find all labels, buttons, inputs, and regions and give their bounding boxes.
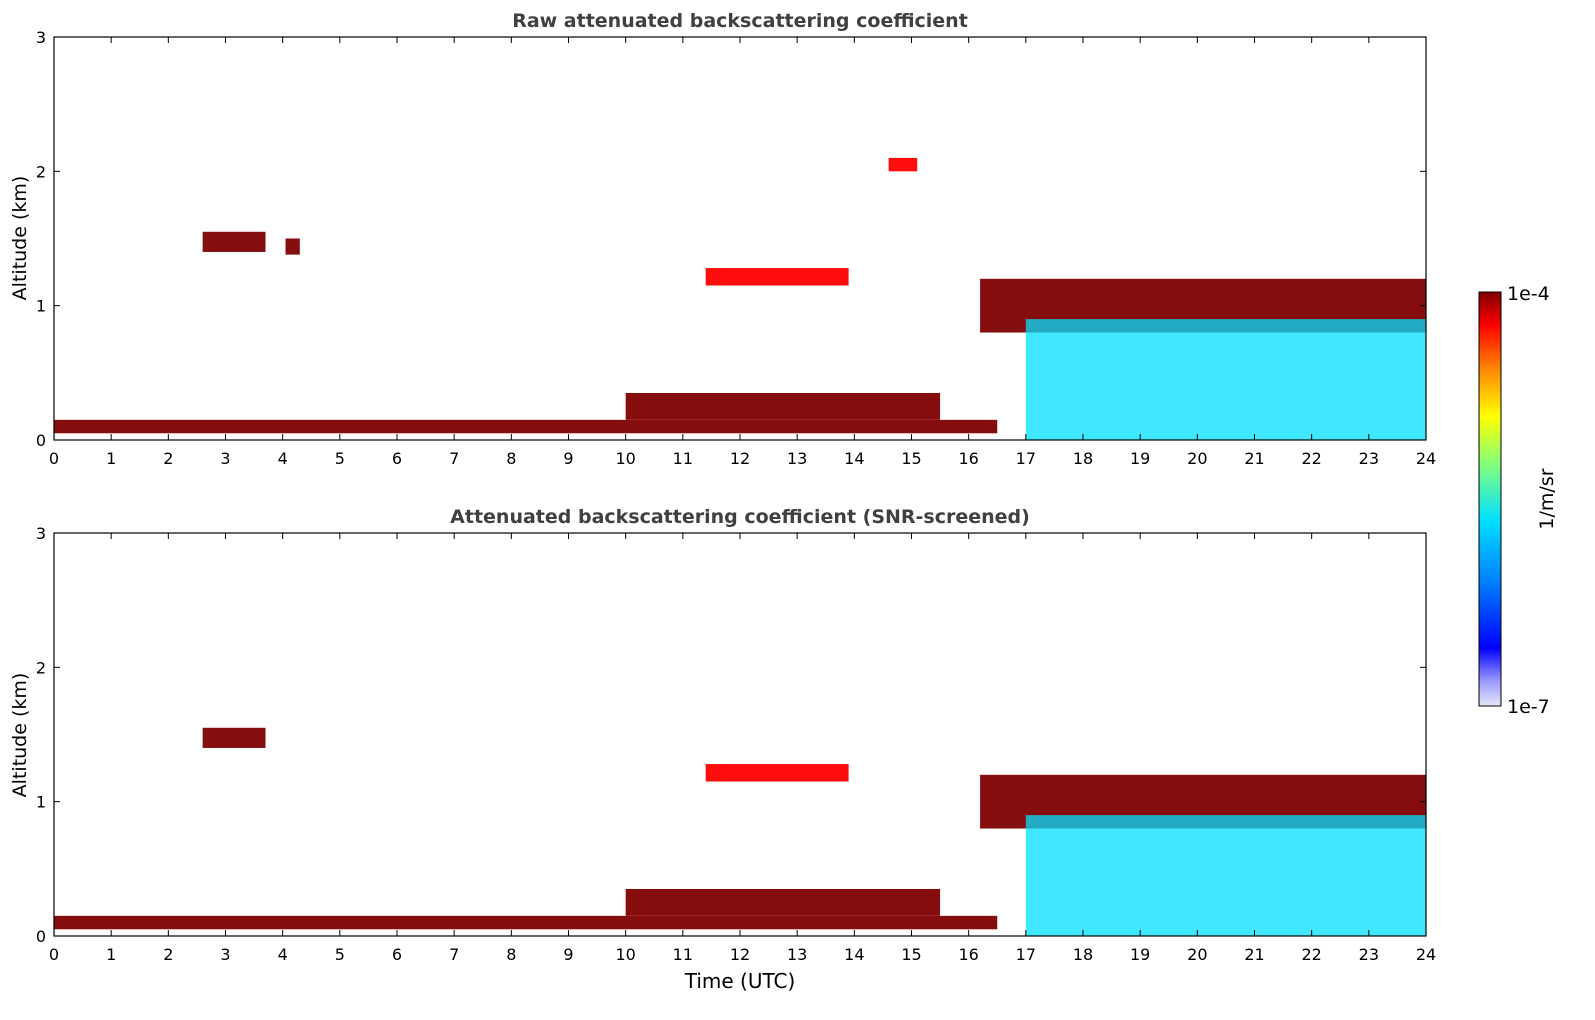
- colorbar-max-label: 1e-4: [1507, 283, 1550, 305]
- x-tick-label: 24: [1416, 945, 1436, 964]
- raw-backscatter-panel: Raw attenuated backscattering coefficien…: [9, 10, 1436, 468]
- x-tick-label: 13: [787, 449, 807, 468]
- y-tick-label: 0: [36, 431, 46, 450]
- x-tick-label: 18: [1073, 449, 1093, 468]
- x-tick-label: 1: [106, 945, 116, 964]
- heatmap-cloud: [202, 727, 266, 748]
- x-tick-label: 15: [901, 449, 921, 468]
- heatmap-precipitation-columns: [1025, 319, 1426, 440]
- heatmap-boundary-layer-top: [625, 392, 941, 420]
- x-tick-label: 10: [615, 945, 635, 964]
- x-tick-label: 15: [901, 945, 921, 964]
- x-tick-label: 20: [1187, 945, 1207, 964]
- colorbar: 1e-4 1e-7 1/m/sr: [1478, 283, 1558, 718]
- heatmap-boundary-layer-top: [625, 888, 941, 916]
- x-tick-label: 4: [278, 449, 288, 468]
- heatmap-area: [54, 533, 1426, 936]
- x-tick-label: 23: [1359, 449, 1379, 468]
- heatmap-surface-layer: [54, 915, 998, 930]
- y-axis: 0 1 2 3: [36, 28, 1426, 450]
- x-tick-label: 17: [1016, 945, 1036, 964]
- panel-title: Raw attenuated backscattering coefficien…: [512, 10, 968, 32]
- x-tick-label: 13: [787, 945, 807, 964]
- x-tick-label: 21: [1244, 449, 1264, 468]
- x-tick-label: 17: [1016, 449, 1036, 468]
- x-tick-label: 14: [844, 449, 864, 468]
- y-tick-label: 2: [36, 658, 46, 677]
- heatmap-precipitation-columns: [1025, 815, 1426, 936]
- heatmap-cloud: [705, 268, 849, 286]
- x-tick-label: 2: [163, 945, 173, 964]
- x-tick-label: 5: [335, 945, 345, 964]
- x-tick-label: 9: [563, 449, 573, 468]
- x-tick-label: 6: [392, 945, 402, 964]
- heatmap-cloud: [202, 231, 266, 252]
- x-tick-label: 22: [1301, 945, 1321, 964]
- x-tick-label: 0: [49, 945, 59, 964]
- heatmap-cloud: [285, 238, 300, 255]
- x-tick-label: 19: [1130, 449, 1150, 468]
- y-tick-label: 1: [36, 297, 46, 316]
- x-tick-label: 7: [449, 945, 459, 964]
- x-tick-label: 24: [1416, 449, 1436, 468]
- y-axis: 0 1 2 3: [36, 524, 1426, 946]
- y-tick-label: 3: [36, 524, 46, 543]
- y-tick-label: 0: [36, 927, 46, 946]
- heatmap-area: [54, 37, 1426, 440]
- x-tick-label: 14: [844, 945, 864, 964]
- x-tick-label: 16: [958, 945, 978, 964]
- heatmap-cloud: [705, 764, 849, 782]
- y-tick-label: 2: [36, 162, 46, 181]
- x-tick-label: 0: [49, 449, 59, 468]
- x-tick-label: 21: [1244, 945, 1264, 964]
- x-tick-label: 10: [615, 449, 635, 468]
- x-tick-label: 12: [730, 945, 750, 964]
- colorbar-scale: [1478, 291, 1502, 707]
- screened-backscatter-panel: Attenuated backscattering coefficient (S…: [9, 506, 1436, 993]
- x-tick-label: 12: [730, 449, 750, 468]
- x-tick-label: 9: [563, 945, 573, 964]
- panel-title: Attenuated backscattering coefficient (S…: [450, 506, 1030, 528]
- y-tick-label: 1: [36, 793, 46, 812]
- y-axis-label: Altitude (km): [9, 673, 31, 798]
- x-tick-label: 23: [1359, 945, 1379, 964]
- x-tick-label: 3: [220, 449, 230, 468]
- x-tick-label: 19: [1130, 945, 1150, 964]
- x-tick-label: 8: [506, 945, 516, 964]
- x-tick-label: 8: [506, 449, 516, 468]
- y-tick-label: 3: [36, 28, 46, 47]
- heatmap-cloud: [888, 157, 918, 172]
- x-tick-label: 2: [163, 449, 173, 468]
- x-tick-label: 1: [106, 449, 116, 468]
- x-tick-label: 6: [392, 449, 402, 468]
- x-tick-label: 11: [673, 449, 693, 468]
- x-tick-label: 18: [1073, 945, 1093, 964]
- x-tick-label: 4: [278, 945, 288, 964]
- x-tick-label: 5: [335, 449, 345, 468]
- x-axis-label: Time (UTC): [684, 969, 796, 993]
- x-axis: 0 1 2 3 4 5 6 7 8 9 10 11 12 13 14 15 16 17 18 19 20 21 22 23 24: [49, 37, 1436, 468]
- colorbar-unit-label: 1/m/sr: [1536, 468, 1558, 529]
- colorbar-min-label: 1e-7: [1507, 696, 1550, 718]
- x-tick-label: 7: [449, 449, 459, 468]
- x-tick-label: 3: [220, 945, 230, 964]
- x-axis: 0 1 2 3 4 5 6 7 8 9 10 11 12 13 14 15 16 17 18 19 20 21 22 23 24: [49, 533, 1436, 964]
- y-axis-label: Altitude (km): [9, 176, 31, 301]
- x-tick-label: 11: [673, 945, 693, 964]
- x-tick-label: 22: [1301, 449, 1321, 468]
- x-tick-label: 16: [958, 449, 978, 468]
- x-tick-label: 20: [1187, 449, 1207, 468]
- heatmap-surface-layer: [54, 419, 998, 434]
